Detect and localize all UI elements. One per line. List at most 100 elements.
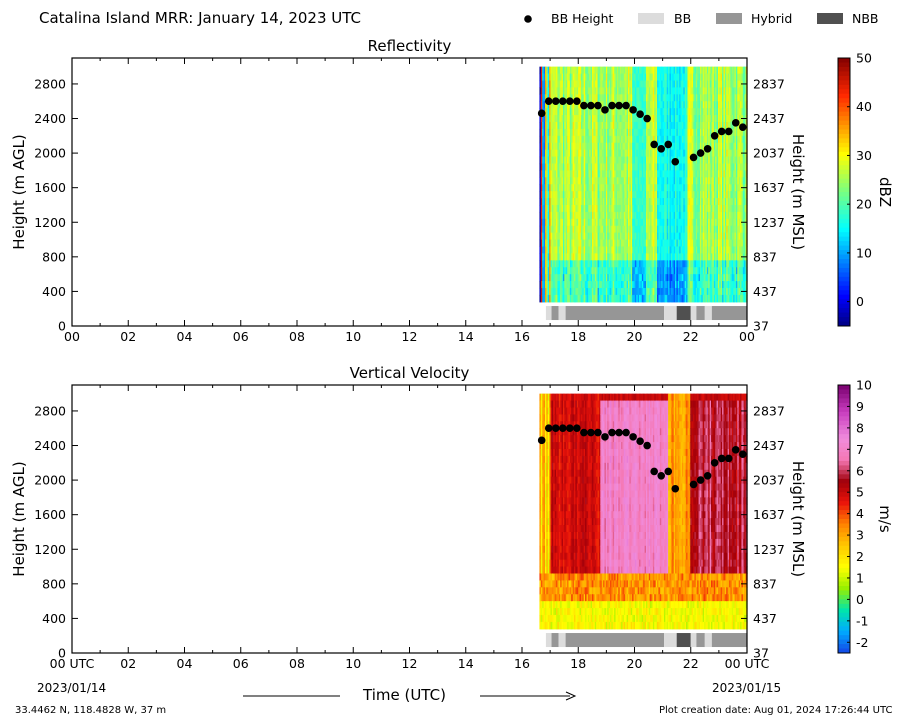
heatmap-cell xyxy=(590,177,593,185)
heatmap-cell xyxy=(568,232,571,241)
heatmap-cell xyxy=(683,121,686,130)
heatmap-cell xyxy=(544,142,547,151)
heatmap-cell xyxy=(709,121,712,130)
heatmap-cell xyxy=(670,260,673,268)
heatmap-cell xyxy=(554,260,557,268)
heatmap-cell xyxy=(715,191,718,199)
heatmap-cell xyxy=(557,121,560,130)
heatmap-cell xyxy=(683,281,686,289)
heatmap-cell xyxy=(562,149,565,158)
heatmap-cell xyxy=(546,198,549,206)
heatmap-cell xyxy=(708,260,711,268)
heatmap-cell xyxy=(543,246,546,254)
heatmap-cell xyxy=(562,142,565,151)
heatmap-cell xyxy=(632,198,635,206)
heatmap-cell xyxy=(562,121,565,130)
heatmap-cell xyxy=(578,149,581,158)
heatmap-cell xyxy=(697,177,700,185)
heatmap-cell xyxy=(708,163,711,171)
heatmap-cell xyxy=(628,142,630,151)
heatmap-cell xyxy=(654,274,657,282)
heatmap-cell xyxy=(618,177,621,185)
heatmap-cell xyxy=(586,287,589,296)
heatmap-cell xyxy=(727,163,730,171)
heatmap-cell xyxy=(723,294,726,303)
heatmap-cell xyxy=(675,225,678,234)
heatmap-cell xyxy=(579,115,582,123)
heatmap-cell xyxy=(699,294,702,303)
heatmap-cell xyxy=(680,94,683,102)
heatmap-cell xyxy=(553,239,556,248)
heatmap-cell xyxy=(706,73,709,82)
heatmap-cell xyxy=(615,191,618,199)
heatmap-cell xyxy=(594,211,597,220)
heatmap-cell xyxy=(579,204,582,213)
heatmap-cell xyxy=(540,225,543,234)
heatmap-cell xyxy=(578,101,581,109)
heatmap-cell xyxy=(690,260,693,268)
heatmap-cell xyxy=(587,294,590,303)
heatmap-cell xyxy=(539,287,542,296)
heatmap-cell xyxy=(704,274,707,282)
heatmap-cell xyxy=(702,246,705,254)
heatmap-cell xyxy=(713,294,716,303)
heatmap-cell xyxy=(711,225,713,234)
heatmap-cell xyxy=(702,87,705,95)
heatmap-cell xyxy=(647,101,650,109)
heatmap-cell xyxy=(688,101,691,109)
heatmap-cell xyxy=(583,281,586,289)
heatmap-cell xyxy=(681,170,684,178)
heatmap-cell xyxy=(731,211,734,220)
heatmap-cell xyxy=(734,232,737,241)
heatmap-cell xyxy=(722,163,725,171)
heatmap-cell xyxy=(691,115,694,123)
heatmap-cell xyxy=(543,281,546,289)
heatmap-cell xyxy=(683,211,686,220)
heatmap-cell xyxy=(655,281,658,289)
heatmap-cell xyxy=(601,218,604,227)
heatmap-cell xyxy=(724,101,727,109)
heatmap-cell xyxy=(691,260,694,268)
heatmap-cell xyxy=(661,253,664,261)
heatmap-cell xyxy=(695,184,698,192)
heatmap-cell xyxy=(561,267,564,275)
heatmap-cell xyxy=(640,225,643,234)
heatmap-cell xyxy=(722,149,725,158)
heatmap-cell xyxy=(622,108,625,116)
heatmap-cell xyxy=(603,156,606,165)
heatmap-cell xyxy=(738,204,741,213)
heatmap-cell xyxy=(590,225,593,234)
legend-nbb-label: NBB xyxy=(852,11,879,26)
heatmap-cell xyxy=(639,225,642,234)
heatmap-cell xyxy=(705,128,708,137)
heatmap-cell xyxy=(594,94,597,102)
heatmap-cell xyxy=(662,87,665,95)
heatmap-cell xyxy=(665,287,668,296)
heatmap-cell xyxy=(592,191,594,199)
heatmap-cell xyxy=(669,225,672,234)
heatmap-cell xyxy=(727,281,730,289)
heatmap-cell xyxy=(579,87,582,95)
heatmap-cell xyxy=(661,66,664,75)
heatmap-cell xyxy=(694,66,697,75)
heatmap-cell xyxy=(603,274,606,282)
heatmap-cell xyxy=(647,149,650,158)
heatmap-cell xyxy=(669,94,672,102)
heatmap-cell xyxy=(708,177,711,185)
heatmap-cell xyxy=(623,177,626,185)
heatmap-cell xyxy=(549,267,552,275)
heatmap-cell xyxy=(647,218,650,227)
heatmap-cell xyxy=(587,225,590,234)
heatmap-cell xyxy=(565,101,568,109)
heatmap-cell xyxy=(733,149,736,158)
heatmap-cell xyxy=(619,287,622,296)
heatmap-cell xyxy=(562,211,565,220)
heatmap-cell xyxy=(677,135,680,144)
heatmap-cell xyxy=(681,246,684,254)
heatmap-cell xyxy=(740,142,743,151)
heatmap-cell xyxy=(643,204,646,213)
heatmap-cell xyxy=(630,198,633,206)
heatmap-cell xyxy=(580,156,583,165)
heatmap-cell xyxy=(717,142,720,151)
heatmap-cell xyxy=(574,135,577,144)
